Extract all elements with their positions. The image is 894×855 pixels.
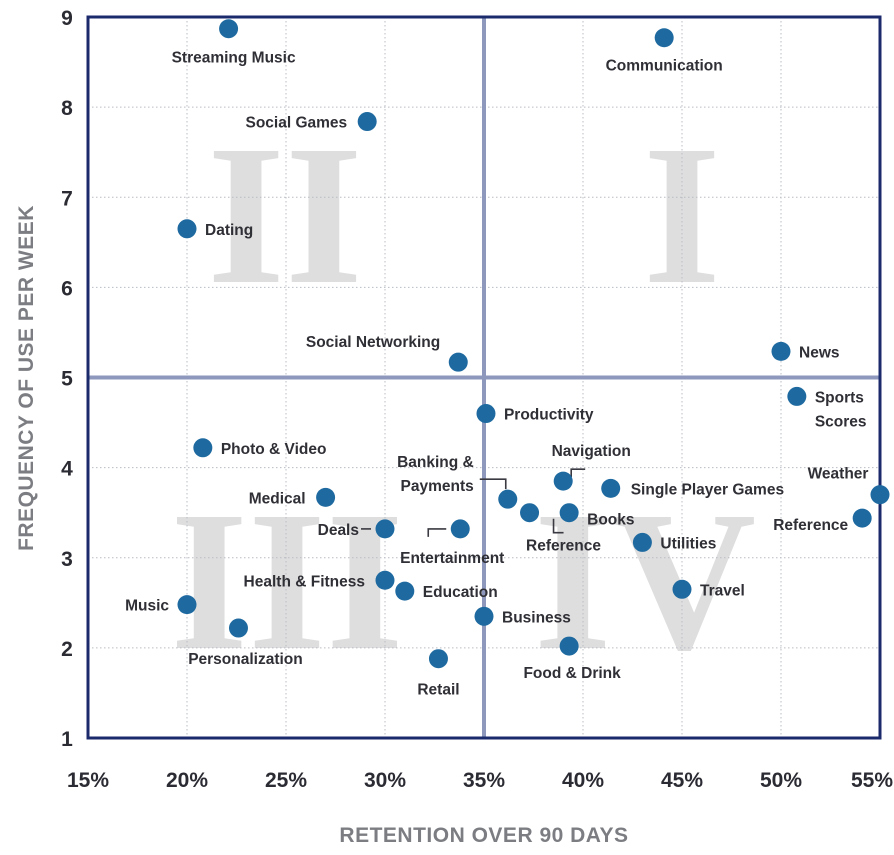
point-label-communication: Communication (606, 58, 723, 75)
point-labels: Streaming Music Communication Social Games… (125, 50, 868, 699)
point-books (559, 503, 579, 523)
y-tick-label: 5 (61, 368, 73, 391)
point-education (395, 581, 415, 601)
point-label-health-fitness: Health & Fitness (244, 573, 365, 590)
point-label-books: Books (587, 512, 634, 529)
x-tick-label: 55% (851, 769, 893, 792)
y-axis-ticks: 1 2 3 4 5 6 7 8 9 (61, 7, 73, 751)
x-tick-label: 25% (265, 769, 307, 792)
point-label-music: Music (125, 598, 169, 615)
x-axis-title: RETENTION OVER 90 DAYS (339, 824, 628, 847)
point-label-reference: Reference (773, 517, 848, 534)
point-utilities (632, 532, 652, 552)
point-single-player-games (601, 478, 621, 498)
x-tick-label: 15% (67, 769, 109, 792)
point-weather (870, 485, 890, 505)
point-label-streaming-music: Streaming Music (172, 50, 296, 67)
point-label-medical: Medical (249, 490, 306, 507)
y-tick-label: 9 (61, 7, 73, 30)
plot-frame (86, 15, 882, 740)
x-tick-label: 40% (562, 769, 604, 792)
point-reference (520, 503, 540, 523)
point-banking-payments (498, 489, 518, 509)
x-tick-label: 30% (364, 769, 406, 792)
point-label-retail: Retail (417, 682, 459, 699)
y-tick-label: 6 (61, 277, 73, 300)
point-label-utilities: Utilities (660, 535, 716, 552)
point-label-reference: Reference (526, 538, 601, 555)
point-streaming-music (219, 19, 239, 39)
point-label-education: Education (423, 584, 498, 601)
point-personalization (228, 618, 248, 638)
y-tick-label: 3 (61, 548, 73, 571)
point-label-sports-scores: Scores (815, 413, 867, 430)
point-label-travel: Travel (700, 582, 745, 599)
point-social-networking (448, 352, 468, 372)
quadrant-label-iii: III (170, 471, 404, 692)
point-food-drink (559, 636, 579, 656)
point-label-banking-payments: Banking & (397, 454, 474, 471)
x-tick-label: 20% (166, 769, 208, 792)
point-label-weather: Weather (808, 466, 869, 483)
point-label-banking-payments: Payments (401, 478, 474, 495)
point-photo-video (193, 438, 213, 458)
point-label-news: News (799, 344, 840, 361)
point-label-dating: Dating (205, 222, 253, 239)
point-label-personalization: Personalization (188, 651, 303, 668)
point-social-games (357, 112, 377, 132)
point-travel (672, 579, 692, 599)
point-productivity (476, 404, 496, 424)
point-dating (177, 219, 197, 239)
connector-entertainment (427, 528, 447, 537)
point-entertainment (450, 519, 470, 539)
y-tick-label: 1 (61, 728, 73, 751)
point-health-fitness (375, 570, 395, 590)
point-label-photo-video: Photo & Video (221, 441, 327, 458)
point-label-productivity: Productivity (504, 407, 594, 424)
connector-reference (552, 518, 564, 534)
point-news (771, 341, 791, 361)
connector-navigation (570, 468, 586, 478)
point-medical (316, 487, 336, 507)
point-label-food-drink: Food & Drink (523, 665, 621, 682)
point-navigation (553, 471, 573, 491)
point-label-entertainment: Entertainment (400, 550, 504, 567)
point-label-sports-scores: Sports (815, 389, 864, 406)
point-label-social-games: Social Games (246, 115, 348, 132)
quadrant-label-ii: II (207, 105, 363, 326)
data-points (177, 19, 890, 669)
point-deals (375, 519, 395, 539)
point-music (177, 595, 197, 615)
x-tick-label: 35% (463, 769, 505, 792)
x-tick-label: 45% (661, 769, 703, 792)
point-sports-scores (787, 386, 807, 406)
label-connectors (361, 468, 586, 537)
point-label-single-player-games: Single Player Games (631, 481, 784, 498)
point-label-navigation: Navigation (552, 443, 631, 460)
x-tick-label: 50% (760, 769, 802, 792)
y-tick-label: 2 (61, 638, 73, 661)
point-communication (654, 28, 674, 48)
point-label-business: Business (502, 609, 571, 626)
y-tick-label: 7 (61, 187, 73, 210)
point-reference (852, 508, 872, 528)
point-label-deals: Deals (318, 522, 359, 539)
y-tick-label: 4 (61, 458, 73, 481)
x-axis-ticks: 15% 20% 25% 30% 35% 40% 45% 50% 55% (67, 769, 893, 792)
y-axis-title: FREQUENCY OF USE PER WEEK (15, 205, 38, 551)
y-tick-label: 8 (61, 97, 73, 120)
connector-banking-payments (479, 478, 507, 490)
point-business (474, 606, 494, 626)
point-retail (428, 649, 448, 669)
point-label-social-networking: Social Networking (306, 334, 440, 351)
